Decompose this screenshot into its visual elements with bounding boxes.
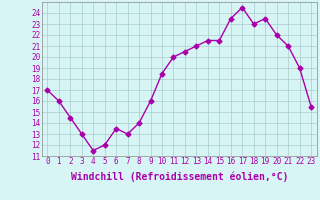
X-axis label: Windchill (Refroidissement éolien,°C): Windchill (Refroidissement éolien,°C)	[70, 172, 288, 182]
